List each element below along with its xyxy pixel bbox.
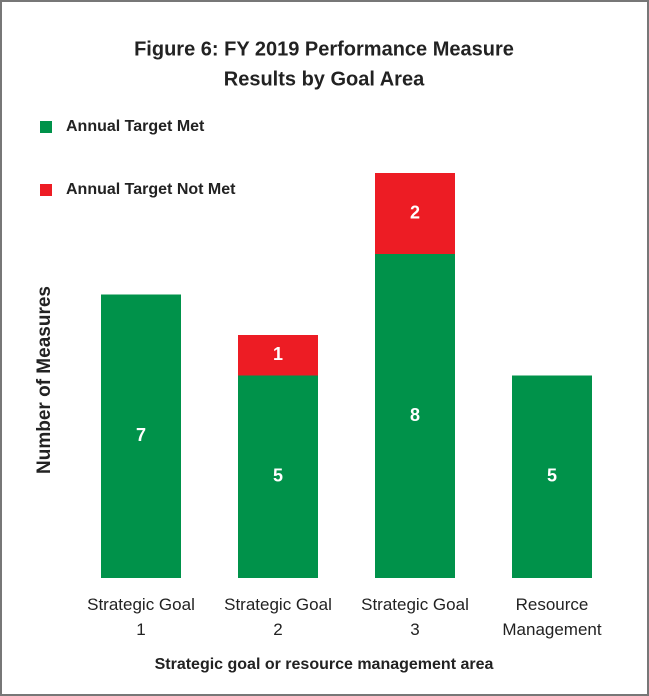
data-label: 5 <box>547 466 557 486</box>
x-tick-label-box: Resource Management <box>502 595 602 639</box>
bar-segment <box>238 375 318 578</box>
legend-swatch <box>40 121 52 133</box>
data-label: 1 <box>273 344 283 364</box>
chart-subtitle: Results by Goal Area <box>224 68 425 90</box>
bar-segment <box>512 375 592 578</box>
x-tick-label: Strategic Goal 3 <box>361 595 469 639</box>
data-label: 2 <box>410 202 420 222</box>
legend-label: Annual Target Not Met <box>66 181 236 198</box>
data-label: 8 <box>410 405 420 425</box>
bar-segment <box>238 335 318 376</box>
x-tick-label: Strategic Goal 1 <box>87 595 195 639</box>
x-tick-label-box: Strategic Goal 1 <box>87 595 195 639</box>
legend-swatch <box>40 184 52 196</box>
bar-segment <box>375 254 455 578</box>
x-tick-label: Resource Management <box>502 595 602 639</box>
data-label: 7 <box>136 425 146 445</box>
chart-title: Figure 6: FY 2019 Performance Measure <box>134 38 514 60</box>
y-axis-label: Number of Measures <box>34 286 55 474</box>
data-label: 5 <box>273 466 283 486</box>
x-tick-label: Strategic Goal 2 <box>224 595 332 639</box>
bar-segment <box>101 294 181 578</box>
bar-segment <box>375 173 455 254</box>
x-tick-label-box: Strategic Goal 2 <box>224 595 332 639</box>
legend-label: Annual Target Met <box>66 118 205 135</box>
x-tick-label-box: Strategic Goal 3 <box>361 595 469 639</box>
x-axis-label: Strategic goal or resource management ar… <box>155 656 494 673</box>
